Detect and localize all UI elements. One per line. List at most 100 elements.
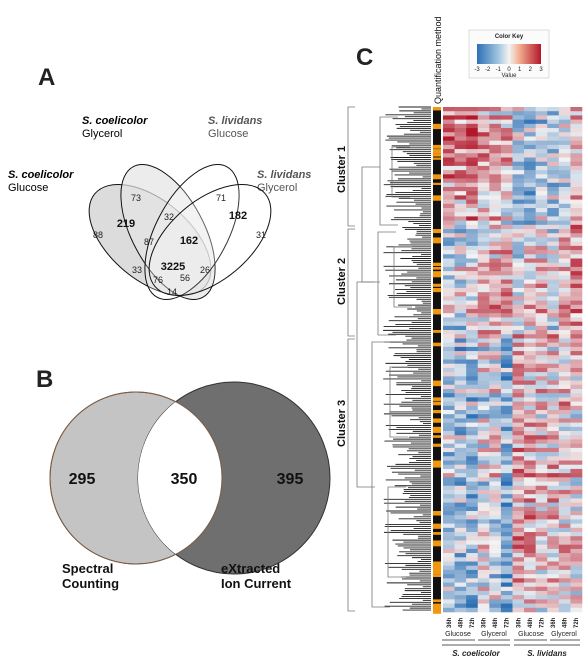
heatmap-cell <box>443 123 455 129</box>
heatmap-cell <box>547 334 560 339</box>
heatmap-cell <box>558 182 571 188</box>
heatmap-cell <box>489 599 502 604</box>
heatmap-cell <box>524 376 536 381</box>
heatmap-cell <box>512 603 525 609</box>
heatmap-cell <box>524 250 536 255</box>
heatmap-cell <box>489 149 502 154</box>
heatmap-cell <box>547 414 560 419</box>
heatmap-cell <box>558 443 571 449</box>
heatmap-cell <box>477 388 490 394</box>
heatmap-cell <box>570 250 583 255</box>
heatmap-cell <box>489 422 502 428</box>
heatmap-cell <box>477 191 490 196</box>
quantification-strip-segment <box>433 157 441 160</box>
heatmap-cell <box>547 119 560 125</box>
heatmap-cell <box>512 111 525 116</box>
heatmap-cell <box>500 527 513 533</box>
heatmap-cell <box>500 321 513 327</box>
heatmap-cell <box>535 410 548 415</box>
heatmap-cell <box>524 397 536 402</box>
dendrogram-branch <box>379 116 398 226</box>
heatmap-cell <box>500 359 513 365</box>
heatmap-cell <box>489 578 502 583</box>
heatmap-cell <box>466 321 479 327</box>
heatmap-cell <box>500 607 513 613</box>
heatmap-cell <box>535 527 548 533</box>
heatmap-cell <box>489 523 502 529</box>
heatmap-cell <box>443 494 455 499</box>
heatmap-cell <box>547 237 560 242</box>
dendrogram-branch <box>371 341 390 608</box>
heatmap-cell <box>489 351 502 356</box>
heatmap-cell <box>489 178 502 184</box>
heatmap-cell <box>558 452 571 457</box>
heatmap-cell <box>454 212 467 217</box>
heatmap-cell <box>512 245 525 251</box>
heatmap-cell <box>524 216 536 221</box>
heatmap-cell <box>558 410 571 415</box>
heatmap-cell <box>466 144 479 150</box>
heatmap-cell <box>558 595 571 600</box>
heatmap-cell <box>454 582 467 588</box>
heatmap-cell <box>466 334 479 339</box>
heatmap-cell <box>500 325 513 331</box>
heatmap-cell <box>558 233 571 238</box>
heatmap-cell <box>477 115 490 120</box>
heatmap-cell <box>454 435 467 440</box>
heatmap-cell <box>524 574 536 579</box>
heatmap-cell <box>570 599 583 604</box>
heatmap-cell <box>477 414 490 419</box>
heatmap-cell <box>570 203 583 209</box>
heatmap-cell <box>500 275 513 280</box>
heatmap-cell <box>500 153 513 158</box>
heatmap-cell <box>477 460 490 466</box>
heatmap-cell <box>500 271 513 276</box>
heatmap-cell <box>443 304 455 310</box>
heatmap-cell <box>512 334 525 339</box>
heatmap-cell <box>466 536 479 541</box>
heatmap-cell <box>535 170 548 175</box>
heatmap-cell <box>466 565 479 571</box>
heatmap-cell <box>570 355 583 360</box>
heatmap-cell <box>535 435 548 440</box>
heatmap-cell <box>477 321 490 327</box>
heatmap-cell <box>443 241 455 247</box>
heatmap-cell <box>443 119 455 125</box>
heatmap-cell <box>570 258 583 264</box>
heatmap-cell <box>547 351 560 356</box>
heatmap-cell <box>466 309 479 314</box>
heatmap-cell <box>535 464 548 470</box>
heatmap-cell <box>500 279 513 285</box>
heatmap-cell <box>535 220 548 226</box>
heatmap-cell <box>500 220 513 226</box>
heatmap-cell <box>512 321 525 327</box>
heatmap-cell <box>443 275 455 280</box>
heatmap-cell <box>466 388 479 394</box>
heatmap-cell <box>443 414 455 419</box>
heatmap-cell <box>524 489 536 495</box>
heatmap-cell <box>570 325 583 331</box>
xic-only-count: 395 <box>277 471 304 488</box>
quantification-strip-segment <box>433 309 441 315</box>
heatmap-cell <box>489 132 502 137</box>
heatmap-cell <box>443 502 455 508</box>
heatmap-cell <box>512 309 525 314</box>
dendrogram-branch <box>387 486 406 578</box>
heatmap-cell <box>558 372 571 377</box>
heatmap-cell <box>512 317 525 322</box>
heatmap-cell <box>477 456 490 461</box>
heatmap-cell <box>477 553 490 558</box>
heatmap-cell <box>570 111 583 116</box>
heatmap-cell <box>558 304 571 310</box>
heatmap-cell <box>535 540 548 545</box>
heatmap-cell <box>535 241 548 247</box>
heatmap-cell <box>489 494 502 499</box>
heatmap-cell <box>524 443 536 449</box>
heatmap-cell <box>477 359 490 365</box>
venn-region-count: 33 <box>132 265 142 275</box>
heatmap-cell <box>547 460 560 466</box>
heatmap-cell <box>535 405 548 411</box>
heatmap-cell <box>454 456 467 461</box>
heatmap-cell <box>454 586 467 592</box>
heatmap-cell <box>570 157 583 163</box>
